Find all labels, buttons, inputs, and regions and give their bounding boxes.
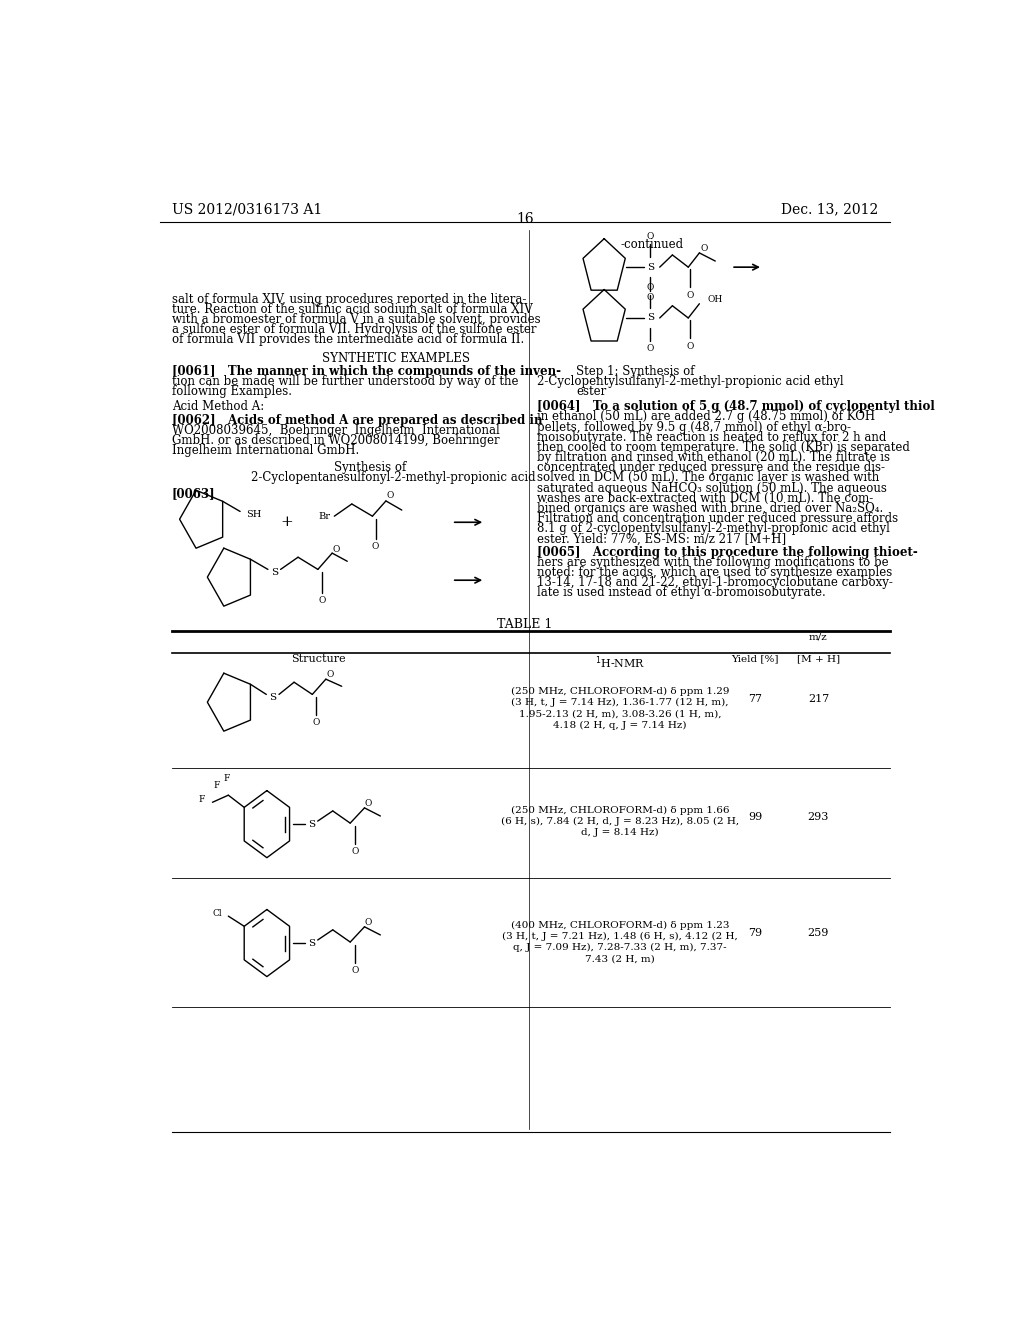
Text: with a bromoester of formula V in a suitable solvent, provides: with a bromoester of formula V in a suit… — [172, 313, 541, 326]
Text: O: O — [686, 292, 693, 300]
Text: by filtration and rinsed with ethanol (20 mL). The filtrate is: by filtration and rinsed with ethanol (2… — [537, 451, 890, 465]
Text: Step 1: Synthesis of: Step 1: Synthesis of — [577, 364, 695, 378]
Text: saturated aqueous NaHCO₃ solution (50 mL). The aqueous: saturated aqueous NaHCO₃ solution (50 mL… — [537, 482, 887, 495]
Text: (250 MHz, CHLOROFORM-d) δ ppm 1.29: (250 MHz, CHLOROFORM-d) δ ppm 1.29 — [511, 686, 729, 696]
Text: 77: 77 — [748, 694, 762, 704]
Text: (250 MHz, CHLOROFORM-d) δ ppm 1.66: (250 MHz, CHLOROFORM-d) δ ppm 1.66 — [511, 805, 729, 814]
Text: solved in DCM (50 mL). The organic layer is washed with: solved in DCM (50 mL). The organic layer… — [537, 471, 879, 484]
Text: O: O — [646, 293, 654, 302]
Text: tion can be made will be further understood by way of the: tion can be made will be further underst… — [172, 375, 518, 388]
Text: [0064]   To a solution of 5 g (48.7 mmol) of cyclopentyl thiol: [0064] To a solution of 5 g (48.7 mmol) … — [537, 400, 935, 413]
Text: +: + — [281, 515, 293, 529]
Text: SH: SH — [247, 510, 262, 519]
Text: O: O — [646, 232, 654, 242]
Text: GmbH. or as described in WO2008014199, Boehringer: GmbH. or as described in WO2008014199, B… — [172, 434, 500, 447]
Text: 16: 16 — [516, 213, 534, 226]
Text: late is used instead of ethyl α-bromoisobutyrate.: late is used instead of ethyl α-bromoiso… — [537, 586, 825, 599]
Text: 7.43 (2 H, m): 7.43 (2 H, m) — [585, 954, 655, 964]
Text: S: S — [646, 263, 653, 272]
Text: O: O — [312, 718, 319, 727]
Text: US 2012/0316173 A1: US 2012/0316173 A1 — [172, 202, 322, 216]
Text: [M + H]: [M + H] — [797, 655, 840, 664]
Text: 259: 259 — [808, 928, 829, 937]
Text: pellets, followed by 9.5 g (48.7 mmol) of ethyl α-bro-: pellets, followed by 9.5 g (48.7 mmol) o… — [537, 421, 851, 434]
Text: O: O — [333, 545, 340, 553]
Text: following Examples.: following Examples. — [172, 385, 292, 399]
Text: 217: 217 — [808, 694, 829, 704]
Text: (3 H, t, J = 7.14 Hz), 1.36-1.77 (12 H, m),: (3 H, t, J = 7.14 Hz), 1.36-1.77 (12 H, … — [511, 698, 729, 708]
Text: (400 MHz, CHLOROFORM-d) δ ppm 1.23: (400 MHz, CHLOROFORM-d) δ ppm 1.23 — [511, 921, 729, 929]
Text: 293: 293 — [808, 812, 829, 822]
Text: Acid Method A:: Acid Method A: — [172, 400, 264, 413]
Text: O: O — [326, 669, 334, 678]
Text: [0065]   According to this procedure the following thioet-: [0065] According to this procedure the f… — [537, 545, 918, 558]
Text: O: O — [365, 919, 372, 927]
Text: $^{1}$H-NMR: $^{1}$H-NMR — [595, 655, 645, 671]
Text: S: S — [269, 693, 276, 702]
Text: (6 H, s), 7.84 (2 H, d, J = 8.23 Hz), 8.05 (2 H,: (6 H, s), 7.84 (2 H, d, J = 8.23 Hz), 8.… — [501, 817, 739, 826]
Text: S: S — [308, 939, 315, 948]
Text: bined organics are washed with brine, dried over Na₂SO₄.: bined organics are washed with brine, dr… — [537, 502, 883, 515]
Text: concentrated under reduced pressure and the residue dis-: concentrated under reduced pressure and … — [537, 461, 885, 474]
Text: 1.95-2.13 (2 H, m), 3.08-3.26 (1 H, m),: 1.95-2.13 (2 H, m), 3.08-3.26 (1 H, m), — [519, 709, 721, 718]
Text: Yield [%]: Yield [%] — [731, 655, 778, 664]
Text: hers are synthesized with the following modifications to be: hers are synthesized with the following … — [537, 556, 889, 569]
Text: O: O — [700, 244, 708, 253]
Text: S: S — [270, 568, 278, 577]
Text: F: F — [223, 775, 230, 783]
Text: Br: Br — [318, 512, 331, 520]
Text: moisobutyrate. The reaction is heated to reflux for 2 h and: moisobutyrate. The reaction is heated to… — [537, 430, 886, 444]
Text: 13-14, 17-18 and 21-22, ethyl-1-bromocyclobutane carboxy-: 13-14, 17-18 and 21-22, ethyl-1-bromocyc… — [537, 576, 893, 589]
Text: washes are back-extracted with DCM (10 mL). The com-: washes are back-extracted with DCM (10 m… — [537, 492, 872, 504]
Text: 2-Cyclopentanesulfonyl-2-methyl-propionic acid: 2-Cyclopentanesulfonyl-2-methyl-propioni… — [251, 471, 536, 484]
Text: OH: OH — [708, 296, 723, 304]
Text: TABLE 1: TABLE 1 — [497, 618, 553, 631]
Text: of formula VII provides the intermediate acid of formula II.: of formula VII provides the intermediate… — [172, 333, 524, 346]
Text: F: F — [199, 795, 205, 804]
Text: 99: 99 — [748, 812, 762, 822]
Text: S: S — [308, 820, 315, 829]
Text: F: F — [213, 780, 219, 789]
Text: O: O — [365, 800, 372, 808]
Text: in ethanol (50 mL) are added 2.7 g (48.75 mmol) of KOH: in ethanol (50 mL) are added 2.7 g (48.7… — [537, 411, 874, 424]
Text: ester. Yield: 77%, ES-MS: m/z 217 [M+H]: ester. Yield: 77%, ES-MS: m/z 217 [M+H] — [537, 532, 785, 545]
Text: ture. Reaction of the sulfinic acid sodium salt of formula XIV: ture. Reaction of the sulfinic acid sodi… — [172, 302, 532, 315]
Text: 2-Cyclopentylsulfanyl-2-methyl-propionic acid ethyl: 2-Cyclopentylsulfanyl-2-methyl-propionic… — [537, 375, 844, 388]
Text: WO2008039645,  Boehringer  Ingelheim  International: WO2008039645, Boehringer Ingelheim Inter… — [172, 424, 500, 437]
Text: then cooled to room temperature. The solid (KBr) is separated: then cooled to room temperature. The sol… — [537, 441, 909, 454]
Text: O: O — [646, 282, 654, 292]
Text: [0061]   The manner in which the compounds of the inven-: [0061] The manner in which the compounds… — [172, 364, 561, 378]
Text: q, J = 7.09 Hz), 7.28-7.33 (2 H, m), 7.37-: q, J = 7.09 Hz), 7.28-7.33 (2 H, m), 7.3… — [513, 942, 727, 952]
Text: O: O — [372, 543, 379, 552]
Text: O: O — [386, 491, 393, 500]
Text: Ingelheim International GmbH.: Ingelheim International GmbH. — [172, 444, 358, 457]
Text: 8.1 g of 2-cyclopentylsulfanyl-2-methyl-propionic acid ethyl: 8.1 g of 2-cyclopentylsulfanyl-2-methyl-… — [537, 523, 890, 536]
Text: O: O — [351, 966, 358, 975]
Text: Synthesis of: Synthesis of — [334, 461, 407, 474]
Text: Cl: Cl — [212, 908, 222, 917]
Text: O: O — [318, 597, 326, 606]
Text: S: S — [646, 313, 653, 322]
Text: salt of formula XIV, using procedures reported in the litera-: salt of formula XIV, using procedures re… — [172, 293, 526, 305]
Text: 4.18 (2 H, q, J = 7.14 Hz): 4.18 (2 H, q, J = 7.14 Hz) — [553, 721, 687, 730]
Text: a sulfone ester of formula VII. Hydrolysis of the sulfone ester: a sulfone ester of formula VII. Hydrolys… — [172, 323, 537, 337]
Text: Dec. 13, 2012: Dec. 13, 2012 — [780, 202, 878, 216]
Text: -continued: -continued — [620, 238, 683, 251]
Text: noted: for the acids, which are used to synthesize examples: noted: for the acids, which are used to … — [537, 566, 892, 579]
Text: 79: 79 — [748, 928, 762, 937]
Text: d, J = 8.14 Hz): d, J = 8.14 Hz) — [582, 828, 658, 837]
Text: [0063]: [0063] — [172, 487, 215, 500]
Text: [0062]   Acids of method A are prepared as described in: [0062] Acids of method A are prepared as… — [172, 413, 542, 426]
Text: Filtration and concentration under reduced pressure affords: Filtration and concentration under reduc… — [537, 512, 898, 525]
Text: O: O — [646, 345, 654, 352]
Text: Structure: Structure — [291, 655, 346, 664]
Text: O: O — [686, 342, 693, 351]
Text: ester: ester — [577, 385, 606, 399]
Text: SYNTHETIC EXAMPLES: SYNTHETIC EXAMPLES — [323, 351, 470, 364]
Text: m/z: m/z — [809, 632, 827, 642]
Text: O: O — [351, 847, 358, 857]
Text: (3 H, t, J = 7.21 Hz), 1.48 (6 H, s), 4.12 (2 H,: (3 H, t, J = 7.21 Hz), 1.48 (6 H, s), 4.… — [502, 932, 738, 941]
